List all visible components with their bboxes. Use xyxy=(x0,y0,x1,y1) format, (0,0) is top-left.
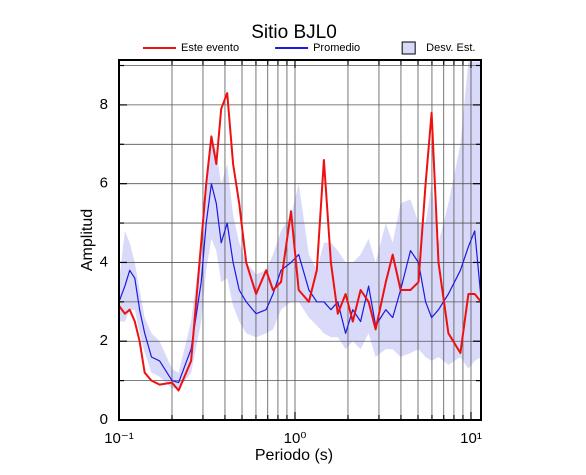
series-line xyxy=(118,183,482,384)
plot-frame xyxy=(118,59,482,421)
chart-title: Sitio BJL0 xyxy=(251,22,337,43)
y-tick-label: 2 xyxy=(100,332,108,349)
legend-label: Desv. Est. xyxy=(426,42,475,54)
y-tick-label: 6 xyxy=(100,175,108,192)
x-tick-label: 10⁰ xyxy=(284,430,307,447)
x-tick-label: 10¹ xyxy=(460,430,482,447)
legend-swatch xyxy=(401,41,416,55)
y-axis-label: Amplitud xyxy=(79,209,96,271)
x-tick-label: 10⁻¹ xyxy=(104,430,134,447)
series-line xyxy=(118,92,482,392)
legend-label: Promedio xyxy=(313,42,360,54)
y-tick-label: 0 xyxy=(100,411,108,428)
y-tick-label: 4 xyxy=(100,253,108,270)
x-axis-label: Periodo (s) xyxy=(255,447,333,464)
legend-label: Este evento xyxy=(181,42,239,54)
y-tick-label: 8 xyxy=(100,96,108,113)
std-band xyxy=(119,61,481,389)
